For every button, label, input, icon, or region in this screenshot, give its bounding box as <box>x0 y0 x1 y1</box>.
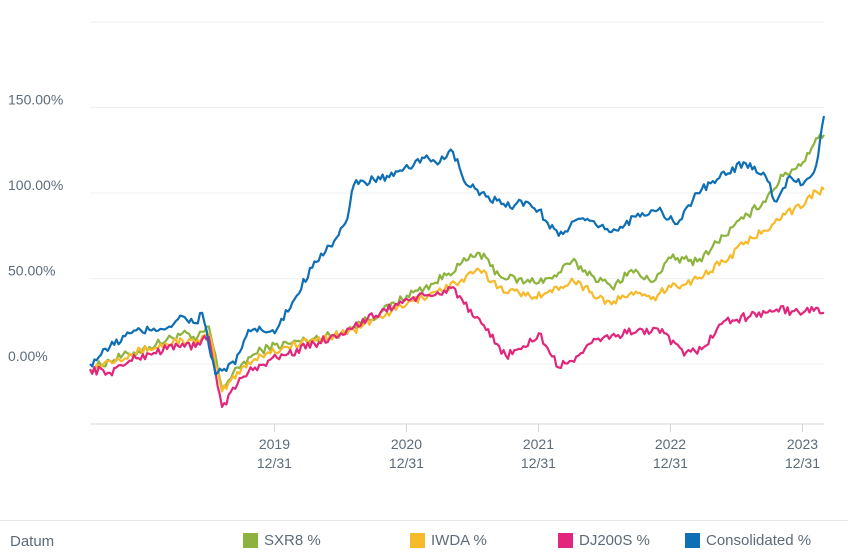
legend-label-dj200s: DJ200S % <box>579 532 650 549</box>
legend-item-sxr8[interactable]: SXR8 % <box>243 532 321 549</box>
x-tick-date: 12/31 <box>521 455 556 471</box>
legend-label-consolidated: Consolidated % <box>706 532 812 549</box>
x-tick-date: 12/31 <box>257 455 292 471</box>
legend-item-consolidated[interactable]: Consolidated % <box>685 532 811 549</box>
line-chart: 150.00% 100.00% 50.00% 0.00% 2019 12/31 2020 1… <box>8 21 826 471</box>
series-line-dj200s[interactable] <box>89 286 825 408</box>
series-line-sxr8[interactable] <box>89 133 825 390</box>
legend-swatch-consolidated <box>685 533 700 548</box>
legend-label-iwda: IWDA % <box>431 532 487 549</box>
legend-title: Datum <box>10 533 55 550</box>
y-axis-labels: 150.00% 100.00% 50.00% 0.00% <box>8 92 63 365</box>
legend: Datum SXR8 % IWDA % DJ200S % Consolidate… <box>0 520 848 559</box>
x-tick-year: 2022 <box>655 436 686 452</box>
legend-item-dj200s[interactable]: DJ200S % <box>558 532 650 549</box>
y-tick-label: 50.00% <box>8 263 55 279</box>
x-tick-date: 12/31 <box>653 455 688 471</box>
legend-swatch-dj200s <box>558 533 573 548</box>
x-tick-year: 2020 <box>391 436 422 452</box>
legend-swatch-sxr8 <box>243 533 258 548</box>
y-tick-label: 0.00% <box>8 348 48 364</box>
x-tick-year: 2021 <box>523 436 554 452</box>
legend-label-sxr8: SXR8 % <box>264 532 321 549</box>
grid-lines <box>90 21 824 432</box>
legend-swatch-iwda <box>410 533 425 548</box>
x-axis-labels: 2019 12/31 2020 12/31 2021 12/31 2022 12/31 2023… <box>257 436 820 471</box>
series-line-iwda[interactable] <box>89 186 825 393</box>
series-lines <box>89 115 826 408</box>
y-tick-label: 150.00% <box>8 92 63 108</box>
x-tick-year: 2023 <box>787 436 818 452</box>
series-line-consolidated[interactable] <box>89 115 826 376</box>
x-tick-date: 12/31 <box>389 455 424 471</box>
y-tick-label: 100.00% <box>8 177 63 193</box>
x-tick-date: 12/31 <box>785 455 820 471</box>
x-tick-year: 2019 <box>259 436 290 452</box>
legend-item-iwda[interactable]: IWDA % <box>410 532 487 549</box>
